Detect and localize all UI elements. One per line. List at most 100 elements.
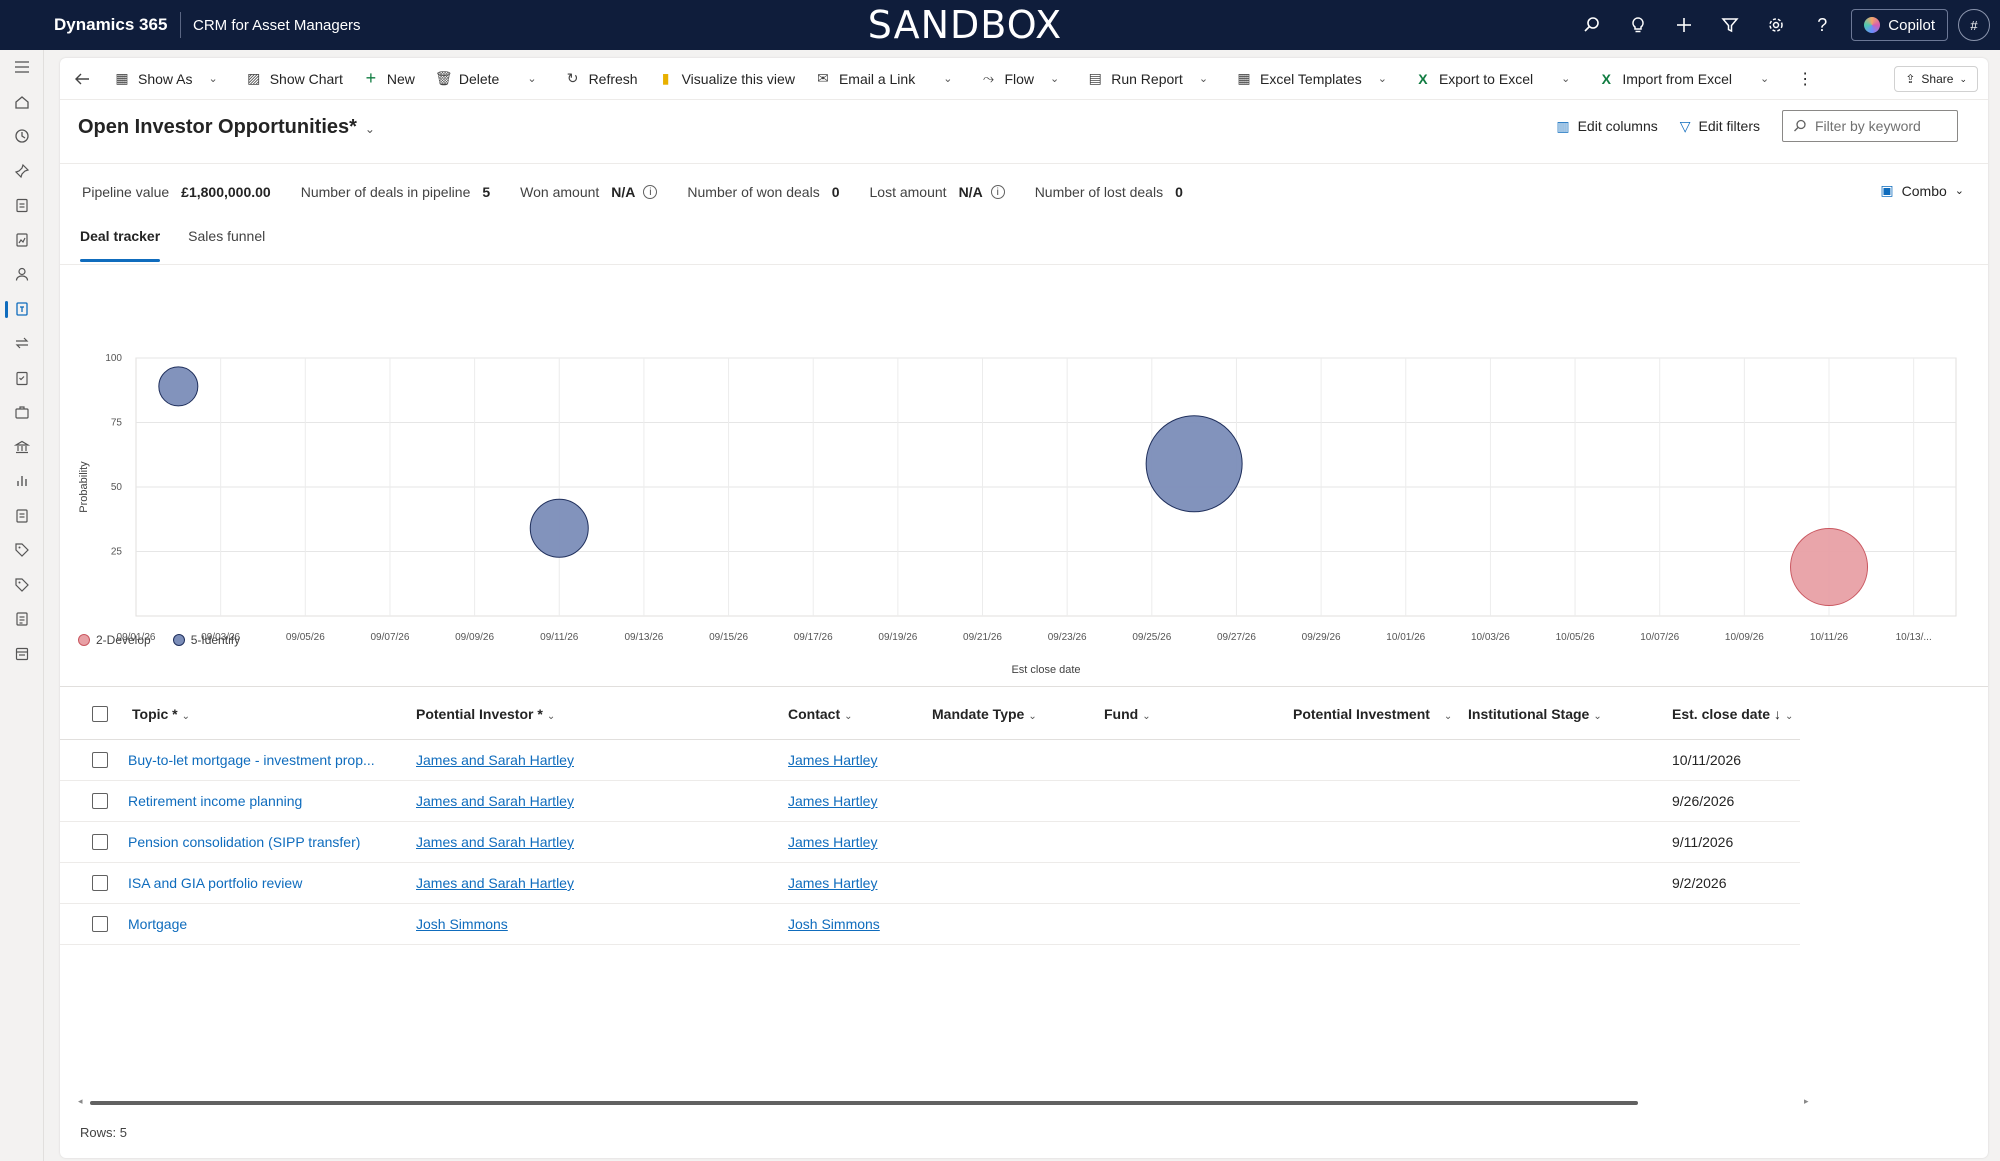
excel-icon: X — [1601, 70, 1611, 87]
search-icon[interactable] — [1569, 0, 1615, 50]
lightbulb-icon[interactable] — [1615, 0, 1661, 50]
checklist-icon[interactable] — [0, 361, 44, 396]
contact-link[interactable]: James Hartley — [788, 875, 878, 891]
import-more-chevron[interactable]: ⌄ — [1742, 58, 1787, 100]
topic-link[interactable]: ISA and GIA portfolio review — [128, 875, 303, 891]
flow-button[interactable]: ⤳ Flow ⌄ — [970, 58, 1077, 100]
table-row[interactable]: Pension consolidation (SIPP transfer) Ja… — [60, 822, 1800, 863]
info-icon[interactable]: i — [990, 185, 1005, 199]
gear-icon[interactable] — [1753, 0, 1799, 50]
scroll-left-arrow-icon[interactable]: ◂ — [78, 1096, 83, 1106]
pin-icon[interactable] — [0, 154, 44, 189]
opportunities-icon[interactable] — [0, 292, 44, 327]
clipboard-icon[interactable] — [0, 188, 44, 223]
contact-link[interactable]: Josh Simmons — [788, 916, 880, 932]
info-icon[interactable]: i — [643, 185, 658, 199]
help-icon[interactable]: ? — [1817, 14, 1828, 35]
row-checkbox[interactable] — [92, 916, 108, 932]
column-header-potential-investment[interactable]: Potential Investment ⌄ — [1293, 706, 1452, 722]
column-header-potential-investor[interactable]: Potential Investor * ⌄ — [416, 705, 556, 722]
excel-templates-button[interactable]: ▦ Excel Templates ⌄ — [1226, 58, 1405, 100]
table-row[interactable]: Buy-to-let mortgage - investment prop...… — [60, 740, 1800, 781]
run-report-button[interactable]: ▤ Run Report ⌄ — [1077, 58, 1226, 100]
more-commands-button[interactable]: ⋮ — [1787, 58, 1823, 100]
metric-won-amount: Won amount N/A i — [520, 184, 658, 200]
column-header-est-close-date[interactable]: Est. close date ↓ ⌄ — [1672, 706, 1793, 722]
product-name[interactable]: Dynamics 365 — [54, 15, 168, 34]
column-header-institutional-stage[interactable]: Institutional Stage ⌄ — [1468, 706, 1602, 722]
select-all-checkbox[interactable] — [92, 705, 108, 722]
price-tag-icon[interactable] — [0, 568, 44, 603]
column-header-contact[interactable]: Contact ⌄ — [788, 706, 853, 722]
briefcase-icon[interactable] — [0, 395, 44, 430]
column-label: Topic — [132, 705, 169, 722]
copilot-button[interactable]: Copilot — [1851, 9, 1948, 41]
legend-item-5-identify[interactable]: 5-Identify — [172, 633, 240, 647]
chevron-down-icon: ⌄ — [1142, 710, 1151, 722]
home-icon[interactable] — [0, 85, 44, 120]
scroll-right-arrow-icon[interactable]: ▸ — [1804, 1096, 1809, 1106]
app-name[interactable]: CRM for Asset Managers — [193, 16, 361, 34]
recent-icon[interactable] — [0, 119, 44, 154]
tab-sales-funnel[interactable]: Sales funnel — [188, 228, 266, 244]
share-button[interactable]: ⇪ Share ⌄ — [1894, 66, 1978, 92]
investor-link[interactable]: James and Sarah Hartley — [416, 834, 574, 850]
visualize-button[interactable]: ▮ Visualize this view — [648, 58, 805, 100]
investor-link[interactable]: James and Sarah Hartley — [416, 793, 574, 809]
row-checkbox[interactable] — [92, 875, 108, 891]
hamburger-menu-icon[interactable] — [0, 50, 44, 85]
tab-deal-tracker[interactable]: Deal tracker — [80, 228, 161, 262]
show-chart-button[interactable]: ▨ Show Chart — [236, 58, 353, 100]
row-checkbox[interactable] — [92, 834, 108, 850]
legend-item-2-develop[interactable]: 2-Develop — [78, 633, 151, 647]
column-header-topic[interactable]: Topic * ⌄ — [132, 705, 191, 722]
document-icon[interactable] — [0, 602, 44, 637]
keyword-filter-input[interactable]: Filter by keyword — [1782, 110, 1958, 142]
view-selector[interactable]: Open Investor Opportunities* ⌄ — [78, 116, 375, 139]
contact-icon[interactable] — [0, 257, 44, 292]
plus-icon[interactable] — [1661, 0, 1707, 50]
tag-icon[interactable] — [0, 533, 44, 568]
row-checkbox[interactable] — [92, 752, 108, 768]
topic-link[interactable]: Pension consolidation (SIPP transfer) — [128, 834, 361, 850]
form-icon[interactable] — [0, 637, 44, 672]
topic-link[interactable]: Retirement income planning — [128, 793, 303, 809]
investor-link[interactable]: James and Sarah Hartley — [416, 752, 574, 768]
scrollbar-thumb[interactable] — [90, 1101, 1638, 1105]
bank-icon[interactable] — [0, 430, 44, 465]
refresh-button[interactable]: ↻ Refresh — [555, 58, 648, 100]
show-as-button[interactable]: ▦ Show As ⌄ — [104, 58, 236, 100]
email-more-chevron[interactable]: ⌄ — [925, 58, 970, 100]
table-row[interactable]: Mortgage Josh Simmons Josh Simmons — [60, 904, 1800, 945]
avatar[interactable]: # — [1958, 9, 1990, 41]
investor-link[interactable]: Josh Simmons — [416, 916, 508, 932]
export-more-chevron[interactable]: ⌄ — [1543, 58, 1588, 100]
column-header-fund[interactable]: Fund ⌄ — [1104, 706, 1151, 722]
chart-mode-selector[interactable]: ▣ Combo ⌄ — [1880, 182, 1964, 199]
filter-icon[interactable] — [1707, 0, 1753, 50]
investor-link[interactable]: James and Sarah Hartley — [416, 875, 574, 891]
back-button[interactable] — [60, 58, 104, 100]
table-row[interactable]: ISA and GIA portfolio review James and S… — [60, 863, 1800, 904]
email-link-button[interactable]: ✉ Email a Link — [805, 58, 925, 100]
column-header-mandate-type[interactable]: Mandate Type ⌄ — [932, 706, 1037, 722]
import-excel-button[interactable]: X Import from Excel — [1588, 58, 1742, 100]
export-excel-button[interactable]: X Export to Excel — [1405, 58, 1543, 100]
topic-link[interactable]: Mortgage — [128, 916, 188, 932]
contact-link[interactable]: James Hartley — [788, 793, 878, 809]
report-icon[interactable] — [0, 499, 44, 534]
edit-filters-button[interactable]: ▽ Edit filters — [1680, 118, 1760, 135]
contact-link[interactable]: James Hartley — [788, 834, 878, 850]
edit-columns-button[interactable]: ▥ Edit columns — [1556, 118, 1657, 135]
horizontal-scrollbar[interactable]: ◂ ▸ — [76, 1096, 1812, 1106]
topic-link[interactable]: Buy-to-let mortgage - investment prop... — [128, 752, 375, 768]
new-button[interactable]: + New — [353, 58, 425, 100]
transfer-icon[interactable] — [0, 326, 44, 361]
bar-chart-icon[interactable] — [0, 464, 44, 499]
contact-link[interactable]: James Hartley — [788, 752, 878, 768]
row-checkbox[interactable] — [92, 793, 108, 809]
delete-button[interactable]: 🗑 Delete — [425, 58, 509, 100]
table-row[interactable]: Retirement income planning James and Sar… — [60, 781, 1800, 822]
document-chart-icon[interactable] — [0, 223, 44, 258]
delete-more-chevron[interactable]: ⌄ — [509, 58, 554, 100]
